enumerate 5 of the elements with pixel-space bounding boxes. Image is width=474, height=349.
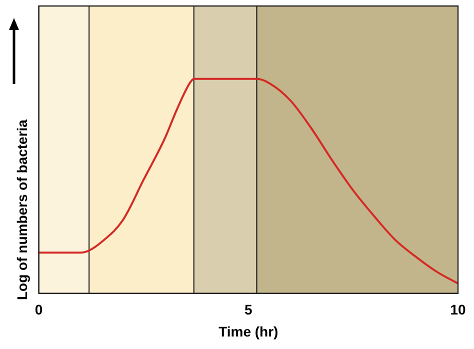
x-axis-title: Time (hr) <box>218 323 278 340</box>
y-axis-title: Log of numbers of bacteria <box>14 120 30 300</box>
x-tick-label: 10 <box>450 302 466 318</box>
x-tick-label: 0 <box>34 302 43 318</box>
x-tick-label: 5 <box>244 302 252 318</box>
